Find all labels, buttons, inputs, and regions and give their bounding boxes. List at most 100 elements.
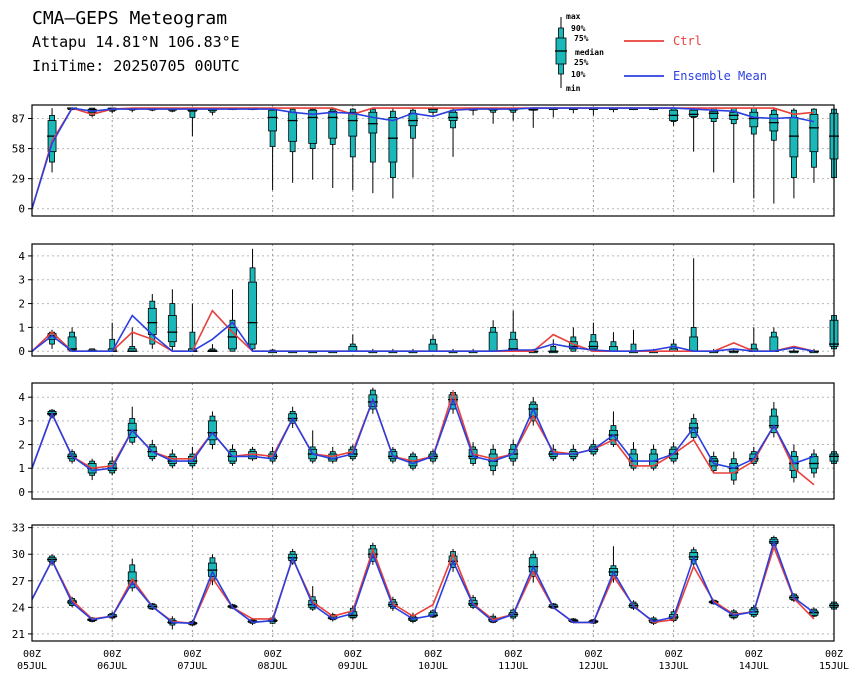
box-plot-step — [768, 108, 779, 204]
box-inner-25-75 — [709, 110, 719, 119]
y-tick-label: 24 — [12, 601, 26, 614]
box-plot-step — [608, 332, 619, 352]
box-plot-step — [808, 449, 819, 478]
box-inner-25-75 — [67, 336, 77, 351]
box-plot-step — [207, 411, 218, 450]
box-plot-step — [588, 322, 599, 352]
init-time-label: IniTime: 20250705 00UTC — [32, 57, 240, 75]
y-tick-label: 21 — [12, 628, 25, 641]
box-plot-step — [748, 107, 759, 199]
box-plot-step — [207, 554, 218, 586]
time-hour-label: 00Z — [745, 649, 763, 660]
box-plot-step — [508, 310, 519, 352]
box-inner-25-75 — [348, 111, 358, 137]
box-plot-step — [247, 248, 258, 352]
time-date-label: 06JUL — [97, 661, 127, 672]
time-date-label: 14JUL — [739, 661, 769, 672]
box-plot-step — [307, 108, 318, 180]
time-date-label: 05JUL — [17, 661, 47, 672]
time-date-label: 15JUL — [819, 661, 849, 672]
time-date-label: 07JUL — [177, 661, 207, 672]
time-hour-label: 00Z — [504, 649, 522, 660]
box-plot-step — [367, 108, 378, 194]
box-plot-step — [287, 108, 298, 183]
box-plot-step — [728, 107, 739, 183]
time-hour-label: 00Z — [23, 649, 41, 660]
time-date-label: 08JUL — [258, 661, 288, 672]
box-inner-25-75 — [147, 307, 157, 335]
ctrl-line — [31, 389, 815, 486]
legend-mean-label: Ensemble Mean — [673, 69, 767, 83]
box-plot-step — [428, 107, 438, 116]
time-hour-label: 00Z — [665, 649, 683, 660]
box-plot-step — [227, 289, 238, 352]
ensemble-mean-line — [31, 397, 815, 472]
y-tick-label: 2 — [18, 439, 25, 452]
box-plot-step — [668, 339, 679, 352]
time-hour-label: 00Z — [344, 649, 362, 660]
box-plot-step — [267, 108, 278, 191]
box-plot-step — [428, 334, 438, 352]
legend-box-label: median — [575, 47, 604, 57]
box-plot-step — [347, 334, 358, 352]
box-plot-step — [387, 108, 398, 199]
box-inner-25-75 — [448, 111, 458, 121]
y-tick-label: 29 — [12, 173, 25, 186]
y-tick-label: 3 — [18, 415, 25, 428]
box-inner-25-75 — [388, 117, 398, 163]
box-plot-step — [808, 108, 819, 183]
box-plot-step — [548, 339, 559, 354]
box-plot-step — [768, 401, 779, 438]
box-inner-25-75 — [208, 420, 217, 441]
box-outer-10-90 — [369, 108, 376, 163]
box-plot-step — [788, 108, 799, 199]
box-inner-25-75 — [789, 117, 799, 158]
box-inner-25-75 — [228, 327, 237, 350]
panel-1: 0 1 2 3 4 — [18, 243, 839, 358]
time-hour-label: 00Z — [183, 649, 201, 660]
time-hour-label: 00Z — [584, 649, 602, 660]
box-inner-25-75 — [167, 315, 177, 343]
box-inner-25-75 — [488, 331, 498, 352]
box-plot-step — [508, 107, 519, 121]
time-date-label: 13JUL — [659, 661, 689, 672]
time-hour-label: 00Z — [264, 649, 282, 660]
y-tick-label: 0 — [18, 345, 25, 358]
box-inner-25-75 — [308, 109, 318, 144]
box-plot-step — [407, 108, 418, 178]
box-plot-step — [788, 348, 799, 354]
legend-ctrl-label: Ctrl — [673, 34, 702, 48]
legend-box-label: 90% — [571, 24, 586, 33]
box-inner-25-75 — [248, 281, 257, 345]
box-plot-step — [688, 258, 699, 352]
box-plot-step — [528, 107, 539, 128]
box-inner-25-75 — [689, 336, 699, 352]
legend-box-label: 25% — [574, 58, 589, 67]
ensemble-mean-line — [31, 314, 815, 352]
box-inner-25-75 — [689, 109, 699, 117]
box-plot-step — [347, 108, 358, 191]
y-tick-label: 1 — [18, 462, 25, 475]
box-plot-step — [207, 344, 218, 352]
y-tick-label: 33 — [12, 522, 25, 535]
y-tick-label: 4 — [18, 250, 25, 263]
box-inner-25-75 — [428, 343, 438, 352]
y-tick-label: 30 — [12, 548, 25, 561]
box-plot-step — [127, 327, 138, 352]
ctrl-line — [31, 107, 815, 209]
ensemble-mean-line — [31, 539, 815, 625]
box-plot-step — [748, 327, 759, 352]
y-tick-label: 1 — [18, 321, 25, 334]
box-outer-10-90 — [550, 346, 557, 352]
box-plot-step — [147, 439, 158, 462]
time-date-label: 09JUL — [338, 661, 368, 672]
time-hour-label: 00Z — [103, 649, 121, 660]
y-tick-label: 2 — [18, 298, 25, 311]
time-date-label: 11JUL — [498, 661, 528, 672]
location-label: Attapu 14.81°N 106.83°E — [32, 33, 240, 51]
box-plot-step — [187, 108, 198, 137]
box-plot-step — [448, 108, 459, 157]
box-plot-step — [327, 108, 338, 188]
panel-frame — [31, 243, 835, 357]
